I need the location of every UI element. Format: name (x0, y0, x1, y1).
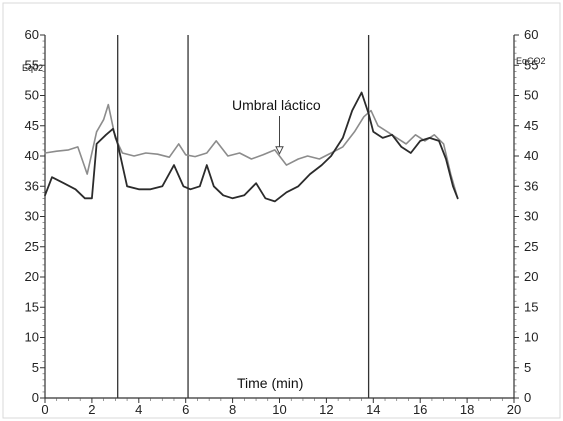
y-tick-label-left: 55 (25, 57, 39, 72)
x-tick-label: 16 (413, 402, 427, 417)
series-line-2 (44, 91, 459, 203)
y-axis-label-right: EqCO2 (516, 56, 546, 66)
x-axis-label: Time (min) (237, 375, 303, 391)
y-tick-label-left: 30 (25, 209, 39, 224)
x-tick-label: 14 (366, 402, 380, 417)
y-tick-label-left: 36 (25, 178, 39, 193)
y-tick-label-right: 55 (524, 57, 538, 72)
y-tick-label-right: 15 (524, 299, 538, 314)
y-tick-label-left: 10 (25, 330, 39, 345)
annotation-text: Umbral láctico (232, 97, 321, 113)
y-tick-label-right: 5 (524, 360, 531, 375)
y-tick-label-left: 0 (32, 390, 39, 405)
x-tick-label: 4 (135, 402, 142, 417)
x-tick-label: 10 (272, 402, 286, 417)
annotation-arrow-head (275, 146, 284, 155)
y-tick-label-right: 50 (524, 88, 538, 103)
y-tick-label-right: 45 (524, 118, 538, 133)
series-layer (44, 91, 459, 203)
y-tick-label-left: 45 (25, 118, 39, 133)
y-tick-label-left: 40 (25, 148, 39, 163)
x-tick-label: 12 (319, 402, 333, 417)
series-line-1 (44, 103, 459, 200)
text-layer: Eq02 EqCO2 Time (min) Umbral láctico (22, 56, 546, 391)
x-tick-label: 20 (507, 402, 521, 417)
x-tick-label: 0 (41, 402, 48, 417)
y-tick-label-right: 20 (524, 269, 538, 284)
y-tick-label-right: 40 (524, 148, 538, 163)
y-tick-label-left: 15 (25, 299, 39, 314)
y-tick-label-right: 36 (524, 178, 538, 193)
y-tick-label-left: 20 (25, 269, 39, 284)
y-tick-label-left: 60 (25, 27, 39, 42)
y-tick-label-left: 5 (32, 360, 39, 375)
y-tick-label-right: 10 (524, 330, 538, 345)
x-tick-label: 8 (229, 402, 236, 417)
vertical-markers (117, 35, 370, 398)
y-axis-label-left: Eq02 (22, 63, 43, 73)
x-tick-label: 6 (182, 402, 189, 417)
x-tick-label: 18 (460, 402, 474, 417)
x-tick-label: 2 (88, 402, 95, 417)
y-tick-label-left: 50 (25, 88, 39, 103)
y-tick-label-left: 25 (25, 239, 39, 254)
y-tick-label-right: 30 (524, 209, 538, 224)
y-tick-label-right: 60 (524, 27, 538, 42)
y-tick-label-right: 0 (524, 390, 531, 405)
y-tick-label-right: 25 (524, 239, 538, 254)
